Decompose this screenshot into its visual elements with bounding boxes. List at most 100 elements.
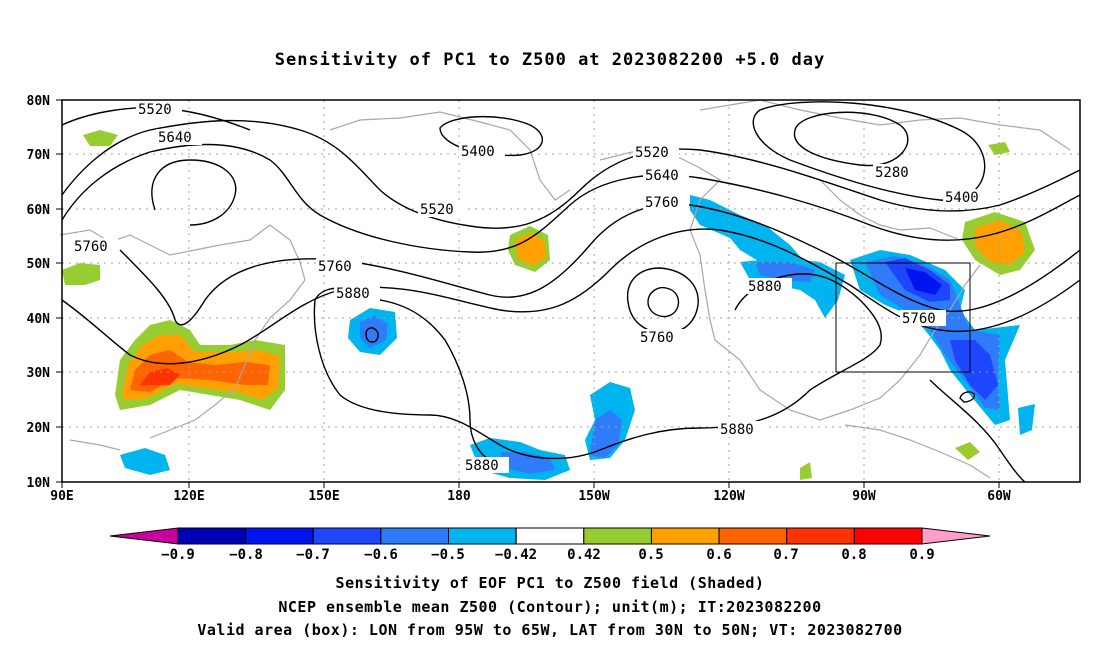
shade-nepac-neg bbox=[690, 195, 805, 275]
latitude-labels: 80N 70N 60N 50N 40N 30N 20N 10N bbox=[27, 94, 51, 491]
contour-label: 5760 bbox=[645, 195, 679, 211]
lat-label: 20N bbox=[27, 421, 51, 436]
colorbar-swatch bbox=[245, 527, 314, 545]
contour-5520-a bbox=[61, 119, 1081, 229]
contour-label: 5760 bbox=[902, 311, 936, 327]
colorbar-swatch bbox=[853, 527, 923, 545]
caption-line-1: Sensitivity of EOF PC1 to Z500 field (Sh… bbox=[335, 574, 765, 592]
contour-label: 5280 bbox=[875, 165, 909, 181]
colorbar-label: 0.5 bbox=[638, 547, 663, 563]
shade-east-us-neg-max bbox=[905, 268, 942, 295]
caption-line-3: Valid area (box): LON from 95W to 65W, L… bbox=[197, 621, 903, 639]
contour-label: 5880 bbox=[336, 286, 370, 302]
contour-5400-low-b bbox=[752, 101, 986, 201]
contour-5760-a bbox=[119, 203, 1081, 326]
shaded-regions bbox=[62, 130, 1035, 480]
lat-label: 60N bbox=[27, 203, 51, 218]
contour-labels: 5520 5640 5400 5520 5520 5640 5760 5280 … bbox=[72, 101, 989, 474]
shade-rockies-neg-core bbox=[755, 262, 815, 282]
colorbar-swatch bbox=[515, 527, 585, 545]
contour-5880-east bbox=[929, 379, 1026, 483]
colorbar-label: −0.9 bbox=[161, 547, 195, 563]
colorbar-swatch bbox=[786, 527, 855, 545]
colorbar-right-arrow bbox=[921, 527, 991, 545]
lon-label: 180 bbox=[447, 489, 471, 504]
colorbar-swatch bbox=[312, 527, 382, 545]
caption-line-2: NCEP ensemble mean Z500 (Contour); unit(… bbox=[278, 598, 822, 616]
colorbar-label: −0.7 bbox=[296, 547, 330, 563]
contour-label: 5400 bbox=[461, 144, 495, 160]
colorbar-swatch bbox=[583, 527, 652, 545]
lat-label: 80N bbox=[27, 94, 51, 109]
contour-label: 5880 bbox=[720, 422, 754, 438]
lon-label: 90W bbox=[852, 489, 876, 504]
contour-small-ring bbox=[365, 327, 379, 343]
lon-label: 60W bbox=[987, 489, 1011, 504]
contour-label: 5640 bbox=[158, 130, 192, 146]
colorbar: −0.9 −0.8 −0.7 −0.6 −0.5 −0.42 0.42 0.5 … bbox=[109, 527, 991, 563]
contour-5280-low bbox=[793, 111, 909, 167]
colorbar-label: −0.42 bbox=[495, 547, 537, 563]
colorbar-label: 0.42 bbox=[567, 547, 601, 563]
shade-nw-siberia bbox=[83, 130, 118, 146]
shade-east-asia-max bbox=[140, 368, 180, 385]
contour-5760-closed bbox=[626, 267, 699, 334]
colorbar-label: 0.8 bbox=[841, 547, 866, 563]
colorbar-label: 0.9 bbox=[909, 547, 934, 563]
colorbar-label: −0.8 bbox=[229, 547, 263, 563]
longitude-labels: 90E 120E 150E 180 150W 120W 90W 60W bbox=[50, 489, 1011, 504]
lon-label: 90E bbox=[50, 489, 73, 504]
contour-label: 5520 bbox=[138, 102, 172, 118]
lat-label: 50N bbox=[27, 257, 51, 272]
contour-5640-a bbox=[61, 143, 1081, 253]
colorbar-swatch bbox=[177, 527, 247, 545]
contour-label-bg bbox=[72, 101, 989, 473]
colorbar-labels: −0.9 −0.8 −0.7 −0.6 −0.5 −0.42 0.42 0.5 … bbox=[161, 547, 935, 563]
contour-label: 5400 bbox=[945, 190, 979, 206]
contour-label: 5880 bbox=[465, 458, 499, 474]
coastlines bbox=[59, 99, 1071, 479]
lat-label: 10N bbox=[27, 476, 51, 491]
colorbar-label: 0.6 bbox=[706, 547, 731, 563]
lat-label: 40N bbox=[27, 312, 51, 327]
colorbar-swatch bbox=[448, 527, 517, 545]
contour-small-ring2 bbox=[959, 391, 976, 403]
shade-east-us-neg-core2 bbox=[950, 340, 998, 400]
shade-greenland bbox=[988, 142, 1010, 155]
valid-area-box bbox=[835, 262, 971, 373]
contour-label: 5760 bbox=[640, 330, 674, 346]
contour-label: 5880 bbox=[748, 279, 782, 295]
lon-label: 120W bbox=[713, 489, 744, 504]
lon-label: 150W bbox=[578, 489, 609, 504]
shade-caribbean bbox=[955, 442, 980, 460]
contour-5880-a bbox=[314, 287, 491, 461]
z500-contours bbox=[61, 101, 1081, 483]
lon-label: 120E bbox=[173, 489, 204, 504]
lat-label: 30N bbox=[27, 366, 51, 381]
shade-tibet bbox=[62, 263, 100, 285]
colorbar-swatch bbox=[718, 527, 788, 545]
shade-sw-atlantic-neg bbox=[1018, 404, 1035, 435]
shade-tropics-neg-a-core bbox=[590, 410, 622, 458]
lat-label: 70N bbox=[27, 148, 51, 163]
colorbar-swatches bbox=[177, 527, 923, 545]
contour-5880-b bbox=[313, 273, 882, 460]
map-frame bbox=[61, 99, 1081, 483]
colorbar-swatch bbox=[380, 527, 449, 545]
contour-label: 5520 bbox=[420, 202, 454, 218]
colorbar-label: −0.6 bbox=[364, 547, 398, 563]
contour-label: 5640 bbox=[645, 168, 679, 184]
map-title: Sensitivity of PC1 to Z500 at 2023082200… bbox=[274, 50, 826, 70]
colorbar-label: 0.7 bbox=[773, 547, 798, 563]
contour-label: 5760 bbox=[74, 239, 108, 255]
colorbar-left-arrow bbox=[109, 527, 179, 545]
shade-aleutian-core bbox=[515, 233, 546, 266]
shade-philippines-neg bbox=[120, 448, 170, 475]
contour-label: 5520 bbox=[635, 145, 669, 161]
contour-5640-loop bbox=[151, 159, 237, 226]
shade-mexico-small bbox=[800, 462, 812, 480]
colorbar-label: −0.5 bbox=[431, 547, 465, 563]
contour-5760-inner bbox=[647, 286, 680, 318]
shade-atlantic-core bbox=[975, 220, 1025, 265]
